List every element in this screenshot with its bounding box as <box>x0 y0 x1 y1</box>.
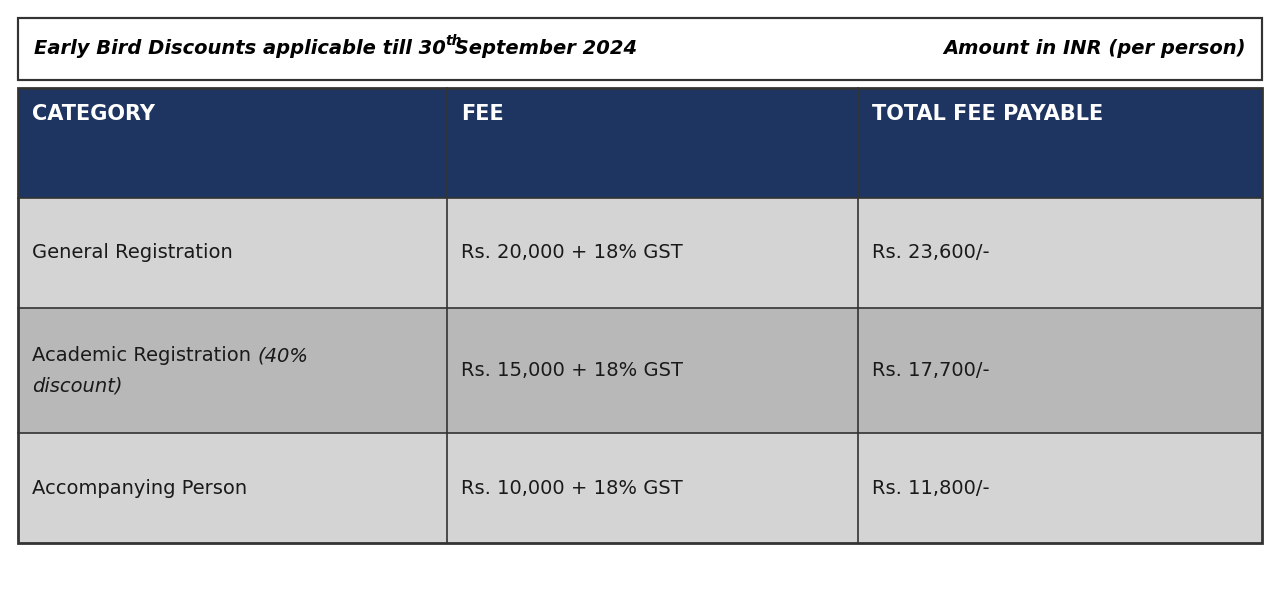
Bar <box>447 433 858 543</box>
Text: Rs. 23,600/-: Rs. 23,600/- <box>872 244 989 263</box>
Text: Rs. 20,000 + 18% GST: Rs. 20,000 + 18% GST <box>461 244 684 263</box>
Text: Rs. 10,000 + 18% GST: Rs. 10,000 + 18% GST <box>461 479 684 498</box>
Text: September 2024: September 2024 <box>448 40 637 59</box>
Text: Early Bird Discounts applicable till 30: Early Bird Discounts applicable till 30 <box>35 40 445 59</box>
Text: FEE: FEE <box>461 104 504 124</box>
Text: General Registration: General Registration <box>32 244 233 263</box>
Bar <box>18 18 1262 80</box>
Bar <box>18 18 1262 80</box>
Text: Rs. 11,800/-: Rs. 11,800/- <box>872 479 989 498</box>
Text: Academic Registration: Academic Registration <box>32 346 257 365</box>
Text: discount): discount) <box>32 376 123 395</box>
Text: Amount in INR (per person): Amount in INR (per person) <box>943 40 1245 59</box>
Text: Rs. 17,700/-: Rs. 17,700/- <box>872 361 989 380</box>
Bar <box>18 433 447 543</box>
Bar <box>858 88 1262 198</box>
Bar <box>18 88 1262 543</box>
Text: th: th <box>445 34 462 48</box>
Text: Accompanying Person: Accompanying Person <box>32 479 247 498</box>
Bar <box>18 308 447 433</box>
Bar <box>18 198 447 308</box>
Bar <box>447 88 858 198</box>
Bar <box>858 433 1262 543</box>
Text: TOTAL FEE PAYABLE: TOTAL FEE PAYABLE <box>872 104 1103 124</box>
Text: Rs. 15,000 + 18% GST: Rs. 15,000 + 18% GST <box>461 361 684 380</box>
Bar <box>858 198 1262 308</box>
Bar <box>18 88 447 198</box>
Bar <box>447 308 858 433</box>
Bar <box>858 308 1262 433</box>
Text: (40%: (40% <box>257 346 308 365</box>
Text: CATEGORY: CATEGORY <box>32 104 155 124</box>
Bar <box>447 198 858 308</box>
